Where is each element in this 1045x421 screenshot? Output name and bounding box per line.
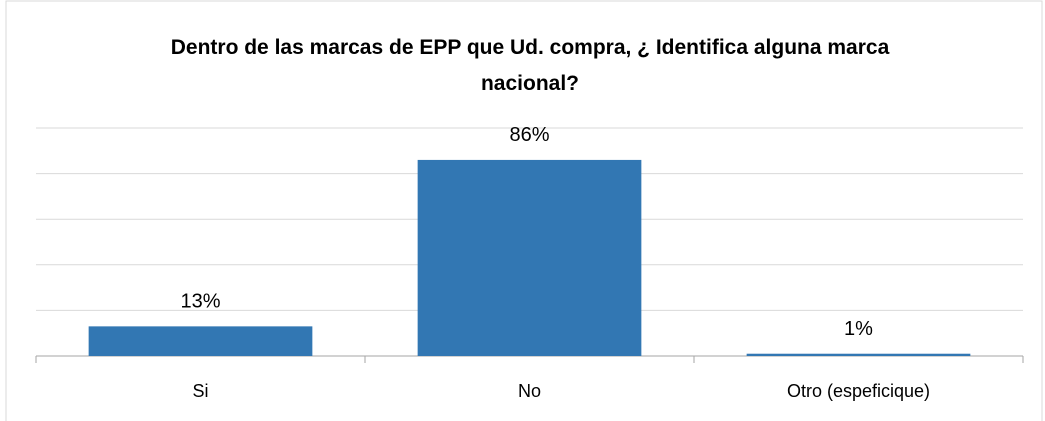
data-label: 1%: [844, 318, 873, 340]
chart-title: Dentro de las marcas de EPP que Ud. comp…: [170, 36, 890, 95]
bar: [746, 353, 971, 356]
bar: [417, 159, 642, 356]
x-tick-label: No: [518, 381, 541, 401]
chart-border: [5, 0, 1043, 421]
bar: [88, 326, 313, 356]
x-tick-label: Otro (espeficique): [787, 381, 930, 401]
data-label: 86%: [509, 124, 549, 146]
data-label: 13%: [180, 291, 220, 313]
x-tick-label: Si: [192, 381, 208, 401]
